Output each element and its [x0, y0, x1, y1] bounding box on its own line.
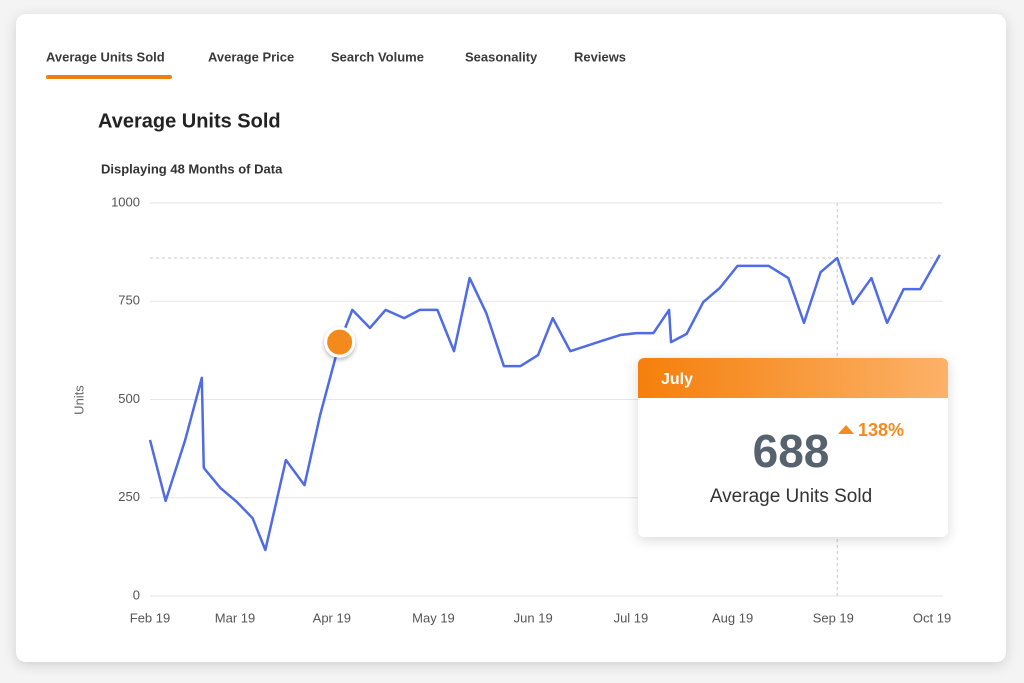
tooltip-value: 688	[753, 425, 830, 477]
x-tick-label: Feb 19	[130, 610, 170, 625]
tooltip-label: Average Units Sold	[710, 486, 872, 507]
chart-subtitle: Displaying 48 Months of Data	[101, 161, 283, 176]
tooltip-change: 138%	[858, 420, 904, 440]
y-axis-label: Units	[71, 385, 86, 415]
tooltip: July 688 138% Average Units Sold	[638, 358, 948, 537]
y-tick-label: 1000	[111, 194, 140, 209]
tab-bar: Average Units Sold Average Price Search Vo…	[46, 49, 626, 64]
x-tick-label: Jun 19	[514, 610, 553, 625]
tab[interactable]: Reviews	[574, 49, 626, 64]
tab[interactable]: Search Volume	[331, 49, 424, 64]
tooltip-box	[638, 358, 948, 537]
x-tick-label: Sep 19	[813, 610, 854, 625]
y-tick-label: 250	[118, 489, 140, 504]
tab[interactable]: Seasonality	[465, 49, 538, 64]
x-tick-label: Aug 19	[712, 610, 753, 625]
tab[interactable]: Average Price	[208, 49, 294, 64]
x-tick-label: Jul 19	[614, 610, 649, 625]
tab[interactable]: Average Units Sold	[46, 49, 165, 64]
chart-title: Average Units Sold	[98, 110, 281, 132]
y-tick-label: 750	[118, 293, 140, 308]
tooltip-title: July	[661, 371, 693, 388]
y-tick-label: 0	[133, 587, 140, 602]
up-arrow	[838, 425, 854, 434]
y-tick-label: 500	[118, 391, 140, 406]
active-tab-underline	[46, 75, 172, 79]
line-series	[148, 254, 941, 552]
x-tick-label: Apr 19	[313, 610, 351, 625]
x-tick-label: Mar 19	[215, 610, 255, 625]
point-marker	[324, 326, 356, 358]
x-tick-label: Oct 19	[913, 610, 951, 625]
x-tick-label: May 19	[412, 610, 455, 625]
tooltip-header	[638, 358, 948, 398]
